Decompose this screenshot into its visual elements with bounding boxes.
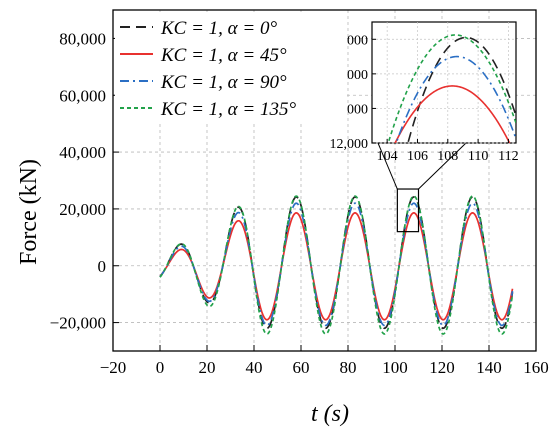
- x-tick-label: 80: [340, 358, 357, 377]
- inset-series-line-3: [387, 34, 516, 143]
- y-tick-label: 0: [98, 257, 107, 276]
- inset-x-tick-label: 106: [407, 149, 428, 164]
- inset-x-tick-label: 104: [377, 149, 398, 164]
- legend-label-0: KC = 1, α = 0°: [160, 18, 277, 39]
- x-tick-label: 140: [476, 358, 502, 377]
- x-tick-label: −20: [100, 358, 127, 377]
- inset-x-tick-label: 108: [437, 149, 458, 164]
- series-line-0: [159, 196, 514, 330]
- series-line-2: [159, 202, 514, 327]
- y-tick-label: 20,000: [59, 200, 106, 219]
- zoom-box: [396, 188, 420, 233]
- inset-x-tick-label: 110: [468, 149, 488, 164]
- y-tick-label: 60,000: [59, 86, 106, 105]
- legend: KC = 1, α = 0° KC = 1, α = 45° KC = 1, α =…: [115, 12, 347, 124]
- legend-label-1: KC = 1, α = 45°: [160, 45, 287, 66]
- zoom-connector-right: [418, 142, 467, 190]
- y-tick-label: −20,000: [50, 314, 106, 333]
- inset-frame: [371, 21, 517, 144]
- zoom-connector-left: [377, 142, 398, 190]
- x-tick-label: 0: [156, 358, 165, 377]
- plot-frame: [112, 9, 537, 352]
- x-tick-label: 60: [293, 358, 310, 377]
- x-tick-label: 120: [429, 358, 455, 377]
- inset-x-tick-label: 112: [498, 149, 518, 164]
- inset-y-tick-label: 12,000: [330, 137, 369, 152]
- y-tick-label: 40,000: [59, 143, 106, 162]
- x-tick-label: 40: [246, 358, 263, 377]
- inset-series-line-0: [407, 36, 516, 143]
- legend-background: [115, 12, 347, 124]
- x-axis-title: t (s): [311, 401, 349, 427]
- x-tick-label: 20: [199, 358, 216, 377]
- x-tick-label: 160: [523, 358, 549, 377]
- y-axis-title: Force (kN): [16, 159, 42, 265]
- legend-label-2: KC = 1, α = 90°: [160, 72, 287, 93]
- zoom-indicator: [377, 142, 467, 233]
- series-lines: [159, 195, 514, 335]
- series-line-3: [159, 195, 514, 335]
- x-tick-label: 100: [382, 358, 408, 377]
- y-tick-label: 80,000: [59, 29, 106, 48]
- legend-label-3: KC = 1, α = 135°: [160, 99, 296, 120]
- inset-series-line-1: [394, 85, 511, 143]
- axis-ticks: −20 0 20 40 60 80 100 120 140 160 −20,000 0 20,000 40…: [50, 29, 549, 377]
